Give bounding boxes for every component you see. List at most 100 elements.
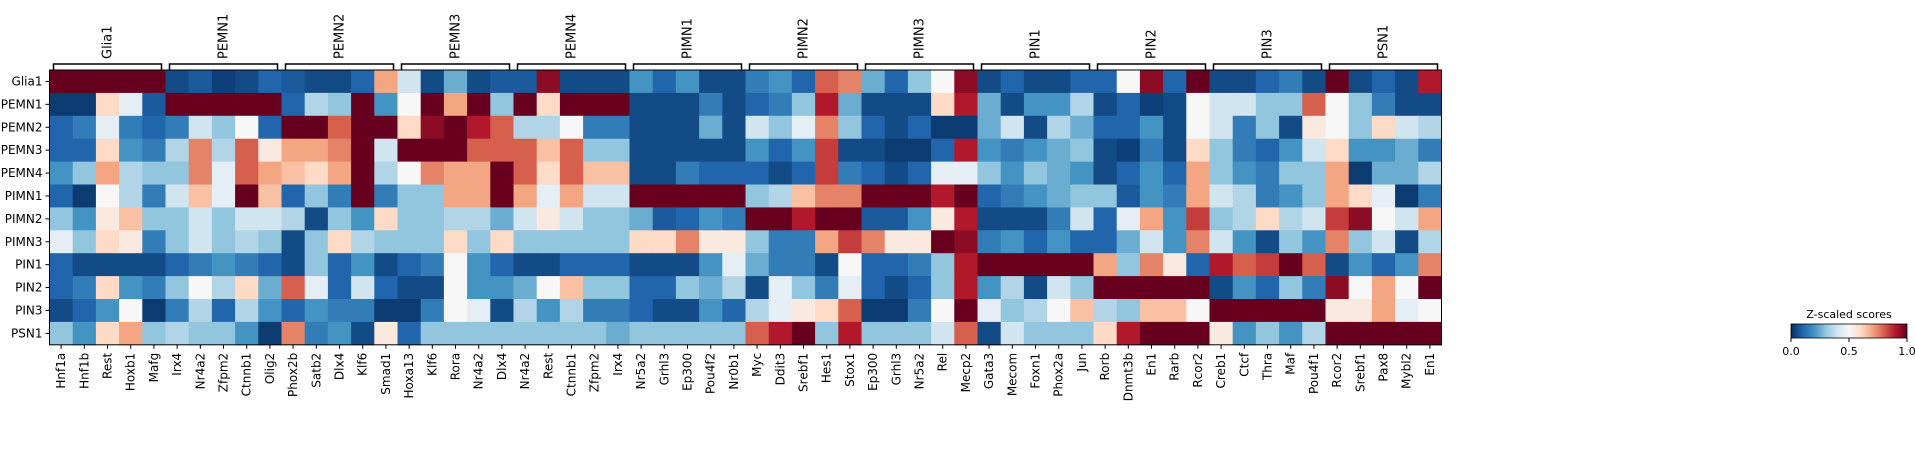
heatmap-cell <box>629 70 654 94</box>
heatmap-cell <box>1348 321 1373 346</box>
column-label: Stox1 <box>843 353 857 387</box>
heatmap-cell <box>1000 92 1025 117</box>
heatmap-cell <box>1093 161 1118 185</box>
heatmap-cell <box>583 321 607 346</box>
row-label: PIN1 <box>15 258 42 272</box>
column-label: Irx4 <box>611 353 625 376</box>
heatmap-cell <box>954 138 978 162</box>
heatmap-cell <box>374 70 398 94</box>
heatmap-cell <box>351 207 375 231</box>
heatmap-cell <box>490 138 514 162</box>
heatmap-cell <box>838 276 862 300</box>
heatmap-cell <box>95 70 120 94</box>
column-label: Srebf1 <box>1353 353 1367 392</box>
heatmap-cell <box>211 207 236 231</box>
heatmap-cell <box>188 161 213 185</box>
column-label: Mybl2 <box>1400 353 1414 389</box>
heatmap-cell <box>1047 161 1071 185</box>
heatmap-cell <box>1163 321 1187 346</box>
heatmap-cell <box>467 253 491 277</box>
heatmap-cell <box>768 184 793 208</box>
heatmap-cell <box>1116 230 1141 254</box>
heatmap-cell <box>95 299 120 323</box>
heatmap-cell <box>281 161 306 185</box>
row-label: PEMN1 <box>1 97 43 111</box>
heatmap-cell <box>1000 138 1025 162</box>
heatmap-cell <box>1325 230 1350 254</box>
heatmap-cell <box>1186 70 1210 94</box>
heatmap-cell <box>1255 92 1280 117</box>
heatmap-cell <box>467 299 491 323</box>
heatmap-cell <box>1093 299 1118 323</box>
heatmap-cell <box>1070 92 1094 117</box>
colorbar-tick-max: 1.0 <box>1898 345 1915 358</box>
heatmap-cell <box>559 230 584 254</box>
heatmap-cell <box>188 276 213 300</box>
heatmap-cell <box>188 184 213 208</box>
column-label: Hoxa13 <box>402 353 416 399</box>
heatmap-cell <box>954 299 978 323</box>
heatmap-cell <box>513 184 538 208</box>
heatmap-cell <box>768 138 793 162</box>
column-label: Ctnnb1 <box>240 353 254 397</box>
heatmap-cell <box>675 299 700 323</box>
heatmap-cell <box>397 253 422 277</box>
heatmap-cell <box>791 115 816 140</box>
heatmap-cell <box>1371 207 1396 231</box>
group-bracket <box>1096 63 1207 70</box>
heatmap-cell <box>977 299 1002 323</box>
heatmap-cell <box>1348 299 1373 323</box>
heatmap-cell <box>142 184 166 208</box>
heatmap-cell <box>861 253 886 277</box>
heatmap-cell <box>977 230 1002 254</box>
heatmap-cell <box>722 161 746 185</box>
heatmap-cell <box>420 321 445 346</box>
heatmap-cell <box>745 70 770 94</box>
heatmap-cell <box>119 92 143 117</box>
heatmap-cell <box>374 161 398 185</box>
heatmap-cell <box>838 230 862 254</box>
heatmap-cell <box>907 138 932 162</box>
heatmap-cell <box>1047 253 1071 277</box>
heatmap-cell <box>1047 299 1071 323</box>
heatmap-cell <box>815 70 839 94</box>
heatmap-cell <box>1395 92 1419 117</box>
heatmap-cell <box>907 299 932 323</box>
heatmap-cell <box>304 92 329 117</box>
column-label: Foxn1 <box>1029 353 1043 389</box>
heatmap-cell <box>907 321 932 346</box>
heatmap-cell <box>258 70 282 94</box>
heatmap-cell <box>1302 276 1326 300</box>
heatmap-cell <box>258 161 282 185</box>
column-label: Irx4 <box>170 353 184 376</box>
heatmap-cell <box>72 321 97 346</box>
column-label: Pou4f1 <box>1307 353 1321 394</box>
heatmap-cell <box>1139 321 1164 346</box>
group-label: PSN1 <box>1377 25 1392 59</box>
heatmap-cell <box>722 276 746 300</box>
heatmap-cell <box>768 115 793 140</box>
heatmap-cell <box>606 161 630 185</box>
heatmap-cell <box>1116 138 1141 162</box>
heatmap-cell <box>1325 138 1350 162</box>
group-bracket <box>400 63 511 70</box>
heatmap-cell <box>1348 253 1373 277</box>
heatmap-cell <box>954 253 978 277</box>
heatmap-cell <box>467 138 491 162</box>
heatmap-cell <box>629 299 654 323</box>
heatmap-cell <box>281 138 306 162</box>
column-label: Hnf1a <box>54 353 68 389</box>
group-bracket <box>284 63 395 70</box>
heatmap-cell <box>768 230 793 254</box>
heatmap-cell <box>397 321 422 346</box>
heatmap-cell <box>606 115 630 140</box>
heatmap-cell <box>235 70 259 94</box>
heatmap-cell <box>768 276 793 300</box>
heatmap-cell <box>1302 184 1326 208</box>
heatmap-cell <box>49 138 74 162</box>
heatmap-cell <box>1255 299 1280 323</box>
heatmap-cell <box>1325 276 1350 300</box>
column-label: Hnf1b <box>77 353 91 389</box>
heatmap-cell <box>1255 115 1280 140</box>
heatmap-cell <box>165 138 190 162</box>
